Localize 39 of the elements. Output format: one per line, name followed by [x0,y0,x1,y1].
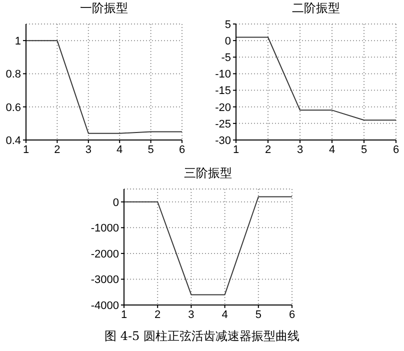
x-tick-label: 1 [232,144,240,156]
y-tick-label: 5 [224,18,231,31]
chart-title: 二阶振型 [291,0,341,17]
caption: 图 4-5 圆柱正弦活齿减速器振型曲线 [104,328,300,345]
x-tick-label: 5 [360,144,368,156]
y-tick-label: -2000 [90,248,119,260]
x-tick-label: 5 [148,144,154,156]
y-tick-label: 0.8 [6,68,21,81]
chart-title: 一阶振型 [79,0,129,17]
y-tick-label: -1000 [90,222,119,235]
y-tick-label: -20 [215,102,231,114]
y-tick-label: -30 [215,134,231,147]
x-tick-label: 1 [120,308,128,321]
y-tick-label: 0.6 [6,102,21,114]
y-tick-label: -25 [215,118,231,130]
x-tick-label: 2 [54,144,60,156]
x-tick-label: 3 [296,144,304,156]
x-tick-label: 6 [392,144,400,156]
y-tick-label: -4000 [90,300,119,312]
x-tick-label: 4 [116,144,123,156]
y-tick-label: 0 [224,35,231,48]
chart-title: 三阶振型 [183,165,233,182]
x-tick-label: 3 [85,144,92,156]
y-tick-label: -5 [221,52,231,64]
x-tick-label: 6 [288,308,296,321]
x-tick-label: 5 [255,308,262,321]
y-tick-label: 0 [112,196,119,209]
y-tick-label: -10 [215,68,231,81]
y-tick-label: 0.4 [6,134,21,147]
x-tick-label: 2 [264,144,272,156]
y-tick-label: 1 [14,35,21,48]
x-tick-label: 3 [188,308,194,321]
x-tick-label: 2 [154,308,161,321]
x-tick-label: 1 [22,144,30,156]
x-tick-label: 4 [222,308,228,321]
y-tick-label: -3000 [90,274,119,286]
x-tick-label: 4 [328,144,336,156]
x-tick-label: 6 [178,144,186,156]
y-tick-label: -15 [215,85,231,98]
